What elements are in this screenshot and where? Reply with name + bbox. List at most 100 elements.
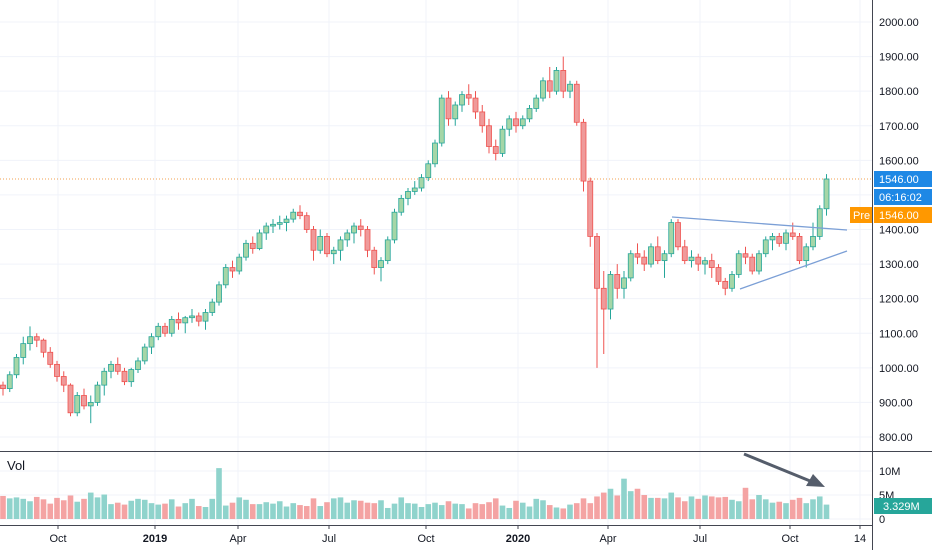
date-tick-label: 2019 (143, 533, 167, 545)
candle (168, 315, 175, 337)
candle (20, 336, 27, 365)
volume-bar (567, 504, 573, 519)
candle (661, 250, 668, 278)
candle-body (587, 180, 594, 237)
last-volume-value: 3.329M (883, 501, 920, 513)
candle (546, 66, 553, 99)
candle-body (749, 256, 756, 272)
candle-body (722, 280, 729, 289)
candle (40, 338, 47, 358)
candle-body (445, 97, 452, 120)
volume-bar (762, 499, 769, 519)
candle-body (243, 242, 249, 258)
candle (162, 322, 168, 337)
candle (506, 115, 513, 137)
price-tick-label: 2000.00 (879, 17, 919, 29)
arrow-head[interactable] (806, 474, 825, 487)
candle-body (297, 211, 303, 217)
volume-bar (533, 498, 540, 519)
price-tick-label: 1000.00 (879, 363, 919, 375)
candle-body (60, 376, 67, 386)
candle-body (108, 363, 114, 372)
candle-body (13, 357, 20, 376)
volume-bar (756, 495, 762, 519)
volume-bar (546, 505, 553, 519)
svg-text:06:16:02: 06:16:02 (879, 192, 922, 204)
candle-body (344, 232, 351, 241)
candle (445, 91, 452, 126)
triangle-drawing[interactable] (671, 216, 848, 290)
volume-bar (182, 503, 189, 519)
candle-body (702, 260, 708, 265)
volume-bar (769, 502, 776, 519)
candle (175, 312, 182, 330)
arrow-line[interactable] (743, 452, 816, 485)
candle (378, 257, 384, 282)
lower-trendline[interactable] (739, 250, 848, 290)
volume-bar (229, 502, 236, 519)
candle-body (661, 253, 668, 262)
candle-body (27, 336, 33, 345)
volume-bar (823, 504, 830, 519)
volume-bar (729, 499, 735, 519)
candle-body (135, 360, 141, 370)
volume-bar (695, 498, 702, 519)
candle-body (479, 111, 486, 127)
candle-body (87, 402, 94, 407)
volume-bar (27, 501, 33, 519)
candle (182, 315, 189, 334)
date-tick-label: Oct (781, 533, 798, 545)
volume-bar (614, 495, 621, 519)
candle-body (20, 343, 27, 358)
candle (148, 333, 155, 354)
candle (263, 222, 270, 240)
candle (222, 264, 229, 289)
candle (290, 208, 297, 223)
candle-body (351, 225, 357, 234)
volume-bar (459, 504, 465, 519)
volume-bar (87, 492, 94, 519)
candle-body (94, 384, 101, 403)
volume-bar (587, 503, 594, 519)
date-axis[interactable]: Oct 2019 Apr Jul Oct 2020 Apr Jul Oct 14 (49, 525, 866, 545)
volume-bar (776, 501, 783, 519)
candle (303, 212, 310, 233)
candle-body (756, 253, 762, 272)
price-tick-label: 1600.00 (879, 155, 919, 167)
volume-bar (81, 498, 87, 519)
volume-bar (803, 503, 810, 519)
candle (364, 226, 371, 258)
candle (297, 205, 303, 220)
upper-trendline[interactable] (671, 216, 848, 231)
candle (276, 215, 283, 230)
volume-bar (54, 497, 60, 519)
candle (94, 381, 101, 406)
candle-body (405, 191, 411, 199)
volume-bar (783, 503, 789, 519)
arrow-drawing[interactable] (743, 452, 825, 487)
candle (708, 253, 715, 278)
candle-body (580, 121, 587, 182)
last-volume-badge: 3.329M (874, 498, 932, 514)
candle-body (330, 249, 337, 255)
volume-bar (222, 505, 229, 519)
volume-bar (317, 506, 324, 519)
volume-bar (290, 503, 297, 519)
volume-bar (20, 498, 27, 519)
candle-body (141, 346, 148, 362)
volume-bar (168, 499, 175, 519)
volume-bar (594, 496, 600, 519)
date-tick-label: Jul (693, 533, 707, 545)
price-tick-label: 1900.00 (879, 52, 919, 64)
candle-body (789, 232, 796, 237)
candle (519, 115, 526, 130)
candle (499, 125, 506, 157)
candle (735, 250, 742, 278)
candle (803, 243, 810, 268)
candle-body (634, 253, 641, 258)
candle-body (472, 97, 479, 113)
candle-body (499, 128, 506, 154)
candle-body (236, 256, 243, 272)
volume-bar (810, 499, 816, 519)
